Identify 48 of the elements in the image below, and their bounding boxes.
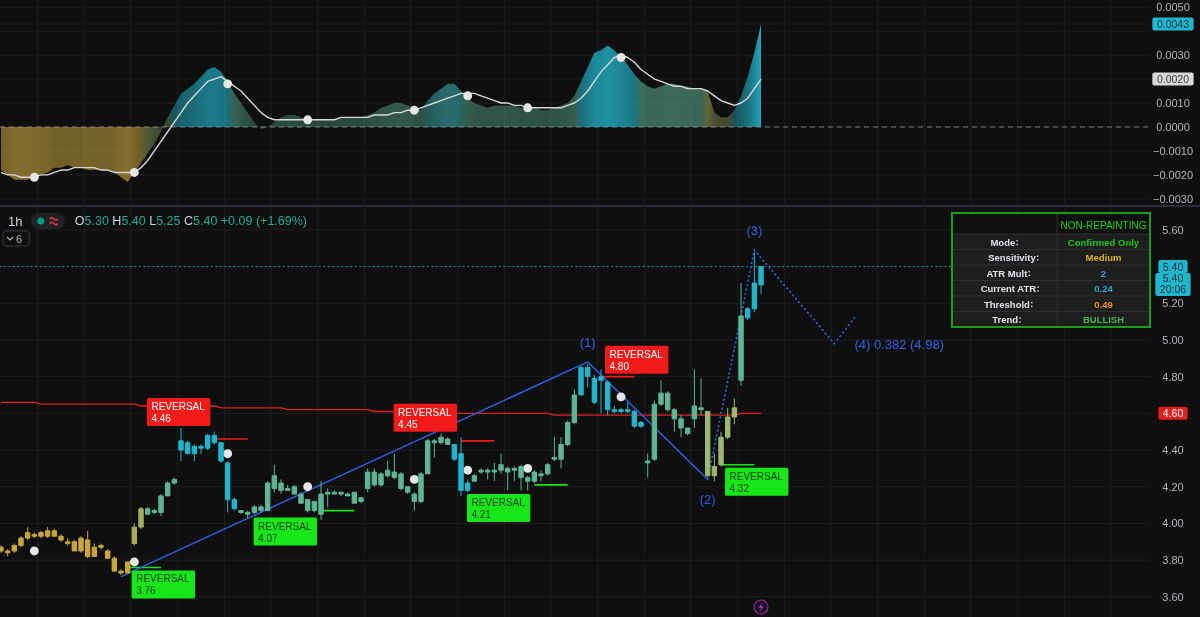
y-tick-label: 3.60 <box>1162 590 1184 603</box>
series-label: (3) <box>746 222 763 238</box>
category-label: Trend <box>992 313 1019 325</box>
y-tick-label: 4.20 <box>1162 480 1184 493</box>
data-label: REVERSAL 4.07 <box>258 520 312 544</box>
y-tick-label: 0.0000 <box>1156 120 1190 133</box>
text: BULLISH <box>1082 313 1125 325</box>
category-label: ATR Mult <box>986 267 1029 279</box>
y-tick-label: −0.0010 <box>1152 144 1194 157</box>
y-tick-label: 4.00 <box>1162 517 1184 530</box>
data-label: REVERSAL 4.21 <box>471 496 526 520</box>
text: 0.24 <box>1094 282 1113 294</box>
data-label: REVERSAL 4.46 <box>151 401 206 425</box>
y-tick-label: 4.60 <box>1162 407 1184 420</box>
text: O5.30 H5.40 L5.25 C5.40 +0.09 (+1.69%) <box>74 214 308 228</box>
y-tick-label: 0.0043 <box>1156 17 1190 30</box>
series-label: (4) 0.382 (4.98) <box>854 336 944 352</box>
category-label: Mode <box>990 236 1016 248</box>
y-tick-label: 5.40 <box>1162 260 1184 273</box>
data-label: REVERSAL 4.45 <box>398 406 452 430</box>
text: 1h <box>8 213 23 229</box>
series-label: (2) <box>699 491 716 507</box>
y-tick-label: 5.00 <box>1162 333 1184 346</box>
annotation: 6 <box>16 232 23 245</box>
category-label: Threshold <box>983 298 1031 310</box>
y-tick-label: −0.0020 <box>1152 168 1194 181</box>
y-tick-label: 5.60 <box>1162 223 1184 236</box>
y-tick-label: 4.40 <box>1162 444 1184 457</box>
category-label: Current ATR <box>980 282 1037 294</box>
text: Confirmed Only <box>1067 236 1140 248</box>
series-label: (1) <box>579 334 596 350</box>
y-tick-label: 5.20 <box>1162 297 1184 310</box>
text: 0.49 <box>1094 298 1113 310</box>
category-label: Sensitivity <box>988 251 1037 263</box>
data-label: REVERSAL 4.32 <box>729 470 784 494</box>
text: 2 <box>1100 267 1107 279</box>
y-tick-label: 0.0030 <box>1156 49 1190 62</box>
y-tick-label: 3.80 <box>1162 554 1184 567</box>
y-tick-label: 0.0010 <box>1156 97 1190 109</box>
data-label: REVERSAL 4.80 <box>609 348 664 372</box>
data-label: REVERSAL 3.76 <box>136 573 190 597</box>
y-tick-label: −0.0030 <box>1152 192 1194 205</box>
text: Medium <box>1085 251 1122 263</box>
text: NON-REPAINTING <box>1060 219 1147 230</box>
y-tick-label: 0.0050 <box>1156 1 1190 14</box>
y-tick-label: 0.0020 <box>1156 73 1190 86</box>
collapse-button: 6 <box>2 230 30 247</box>
y-tick-label: 4.80 <box>1162 370 1184 383</box>
